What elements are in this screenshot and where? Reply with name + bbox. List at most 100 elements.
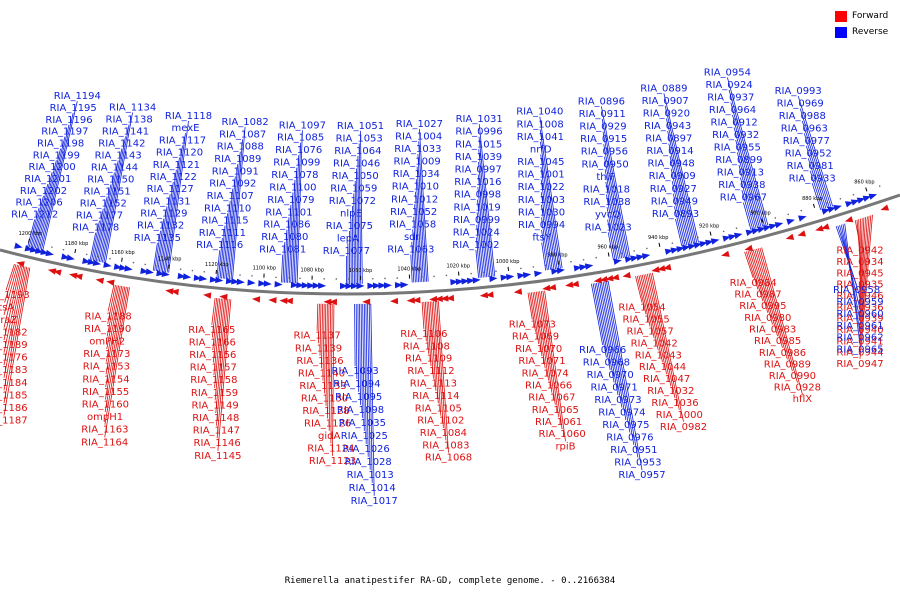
label-leader-line <box>105 286 124 387</box>
label-leader-line <box>803 133 828 209</box>
axis-minor-tick <box>239 274 241 276</box>
label-leader-line <box>436 301 447 441</box>
reverse-gene-label: ftsY <box>532 233 551 244</box>
reverse-gene-label: RIA_1099 <box>273 158 320 169</box>
reverse-gene-label: RIA_1019 <box>454 202 501 213</box>
axis-minor-tick <box>384 277 386 280</box>
label-leader-line <box>288 192 294 283</box>
reverse-gene-label: RIA_0896 <box>578 96 625 107</box>
reverse-gene-label: RIA_1023 <box>585 222 632 233</box>
forward-gene-arrow <box>815 225 824 232</box>
label-leader-line <box>751 250 773 325</box>
legend-reverse-label: Reverse <box>852 27 889 37</box>
forward-gene-arrow <box>69 272 78 279</box>
label-leader-line <box>544 290 566 442</box>
forward-gene-arrow <box>844 216 854 223</box>
label-leader-line <box>650 273 680 410</box>
genome-backbone <box>0 193 900 296</box>
reverse-gene-arrow <box>534 270 543 277</box>
label-leader-line <box>636 275 647 315</box>
label-leader-line <box>607 219 616 260</box>
label-leader-line <box>28 207 40 248</box>
label-leader-line <box>411 241 415 283</box>
label-leader-line <box>529 292 536 332</box>
reverse-gene-label: RIA_0927 <box>650 184 697 195</box>
forward-gene-label: RIA_1032 <box>647 386 694 397</box>
label-leader-line <box>599 282 623 408</box>
label-leader-line <box>33 172 53 249</box>
forward-gene-arrow <box>821 223 830 230</box>
label-leader-line <box>168 120 189 273</box>
label-leader-line <box>30 195 44 248</box>
reverse-gene-label: RIA_0943 <box>644 121 691 132</box>
label-leader-line <box>215 298 227 414</box>
axis-minor-tick <box>251 275 253 277</box>
label-leader-line <box>478 136 494 277</box>
reverse-gene-arrow <box>350 282 359 290</box>
label-leader-line <box>282 242 286 283</box>
label-leader-line <box>216 250 221 279</box>
reverse-gene-label: RIA_0964 <box>709 105 756 116</box>
forward-gene-label: RIA_1113 <box>410 379 457 390</box>
forward-gene-label: RIA_1136 <box>296 356 343 367</box>
axis-tick-label: 860 kbp <box>854 180 874 186</box>
label-leader-line <box>537 291 553 393</box>
forward-gene-label: RIA_1184 <box>0 378 28 389</box>
label-leader-line <box>40 112 74 250</box>
label-leader-line <box>319 303 322 356</box>
label-leader-line <box>353 193 355 285</box>
reverse-gene-label: RIA_1212 <box>11 210 58 221</box>
reverse-lower-gene-label: RIA_0960 <box>836 309 883 320</box>
forward-gene-label: RIA_1130 <box>301 393 348 404</box>
label-leader-line <box>640 275 655 339</box>
reverse-gene-label: RIA_1131 <box>143 196 190 207</box>
reverse-gene-arrow <box>833 205 842 212</box>
label-leader-line <box>663 93 699 243</box>
forward-gene-label: RIA_1044 <box>639 362 686 373</box>
forward-gene-label: RIA_0946 <box>836 291 883 302</box>
forward-gene-label: omPH2 <box>89 336 125 347</box>
axis-minor-tick <box>826 202 829 204</box>
reverse-gene-arrow <box>367 282 376 289</box>
reverse-gene-label: RIA_1053 <box>336 133 383 144</box>
label-leader-line <box>3 266 28 391</box>
label-leader-line <box>155 218 165 272</box>
reverse-gene-label: RIA_0950 <box>582 159 629 170</box>
reverse-gene-label: RIA_0909 <box>649 171 696 182</box>
axis-tick <box>557 260 560 265</box>
label-leader-line <box>664 105 698 243</box>
label-leader-line <box>534 291 546 369</box>
reverse-lower-gene-label: RIA_1013 <box>347 470 394 481</box>
reverse-gene-arrow <box>199 275 208 282</box>
label-leader-line <box>229 151 241 280</box>
forward-gene-label: RIA_1068 <box>425 453 472 464</box>
reverse-gene-label: RIA_1111 <box>199 228 246 239</box>
reverse-gene-arrow <box>862 195 872 202</box>
label-leader-line <box>668 143 693 245</box>
forward-gene-label: RIA_0935 <box>836 280 883 291</box>
label-leader-line <box>327 303 330 419</box>
reverse-gene-label: RIA_1001 <box>518 170 565 181</box>
label-leader-line <box>535 291 549 381</box>
label-leader-line <box>104 286 129 425</box>
forward-gene-label: ftsA <box>0 303 14 314</box>
reverse-gene-arrow <box>161 270 170 277</box>
reverse-gene-arrow <box>757 226 766 233</box>
axis-minor-tick <box>109 257 111 260</box>
forward-gene-label: RIA_0987 <box>734 290 781 301</box>
label-leader-line <box>227 163 239 280</box>
reverse-gene-arrow <box>378 282 387 289</box>
label-leader-line <box>475 249 479 278</box>
reverse-gene-arrow <box>290 281 299 289</box>
reverse-gene-label: RIA_0999 <box>453 215 500 226</box>
reverse-gene-label: RIA_1022 <box>518 182 565 193</box>
reverse-gene-label: RIA_0969 <box>777 99 824 110</box>
axis-minor-tick <box>287 277 289 279</box>
axis-tick-label: 1040 kbp <box>397 267 421 273</box>
label-leader-line <box>211 298 218 338</box>
reverse-gene-label: RIA_1018 <box>583 185 630 196</box>
axis-tick <box>812 203 816 208</box>
label-leader-line <box>728 89 767 226</box>
label-leader-line <box>354 303 356 367</box>
label-leader-line <box>37 136 66 250</box>
